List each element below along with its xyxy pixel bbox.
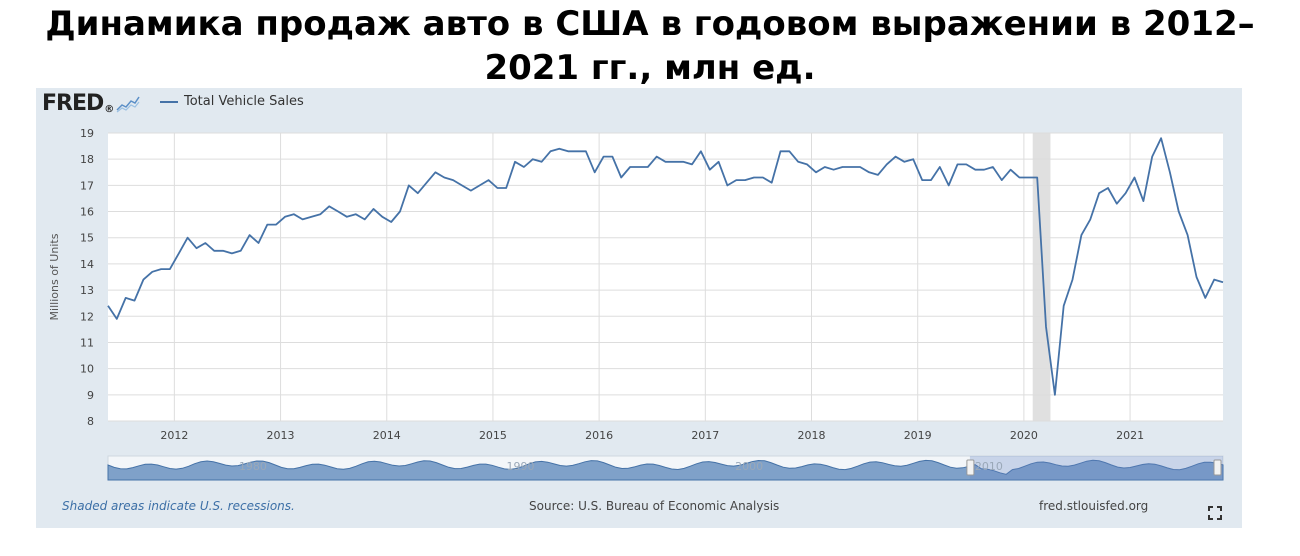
fred-logo-dot: ® [104,104,114,115]
x-tick-label: 2019 [904,429,932,442]
y-tick-label: 16 [80,206,94,219]
x-tick-label: 2013 [267,429,295,442]
y-tick-label: 19 [80,127,94,140]
recession-note: Shaded areas indicate U.S. recessions. [62,499,295,513]
fred-graph-icon [116,94,141,113]
x-tick-label: 2020 [1010,429,1038,442]
navigator-handle-left[interactable] [966,459,975,476]
x-tick-label: 2016 [585,429,613,442]
fred-logo[interactable]: FRED ® [42,91,141,116]
y-tick-label: 9 [87,389,94,402]
x-tick-label: 2021 [1116,429,1144,442]
y-tick-label: 18 [80,153,94,166]
navigator-series [107,459,1224,481]
recession-shade [1032,133,1051,421]
fred-logo-text: FRED [42,91,104,116]
page-title: Динамика продаж авто в США в годовом выр… [45,4,1255,88]
y-axis-label: Millions of Units [48,233,61,320]
navigator-handle-right[interactable] [1213,459,1222,476]
y-tick-label: 13 [80,284,94,297]
chart-svg: 8 9 10 11 12 13 14 15 16 17 18 19 2012 2013 2014 2015 2… [48,127,1224,481]
y-tick-label: 14 [80,258,94,271]
chart-panel: FRED ® Total Vehicle Sales 8 9 10 11 12 13 14 15… [36,88,1242,528]
x-tick-label: 2018 [798,429,826,442]
legend[interactable]: Total Vehicle Sales [160,94,304,109]
y-tick-label: 17 [80,179,94,192]
legend-swatch [160,100,178,103]
x-tick-label: 2015 [479,429,507,442]
navigator-tick-label: 1990 [507,460,535,473]
source-note: Source: U.S. Bureau of Economic Analysis [529,499,780,513]
y-tick-label: 12 [80,310,94,323]
y-tick-label: 11 [80,336,94,349]
y-tick-label: 10 [80,363,94,376]
navigator-tick-label: 1980 [239,460,267,473]
navigator-selection[interactable] [969,456,1223,480]
x-tick-label: 2012 [160,429,188,442]
series-line [107,137,1224,396]
navigator-tick-label: 2000 [735,460,763,473]
site-link[interactable]: fred.stlouisfed.org [1039,499,1149,513]
legend-series-name: Total Vehicle Sales [184,94,304,109]
y-tick-label: 8 [87,415,94,428]
y-tick-label: 15 [80,232,94,245]
navigator-tick-label: 2010 [975,460,1003,473]
x-tick-label: 2017 [691,429,719,442]
fullscreen-icon[interactable] [1208,506,1222,520]
x-tick-label: 2014 [373,429,401,442]
